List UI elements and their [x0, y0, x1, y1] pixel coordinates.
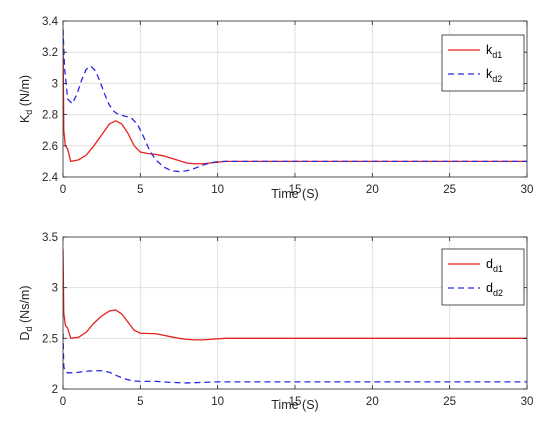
x-tick-label: 5 — [137, 396, 143, 408]
y-tick-label: 3.5 — [42, 232, 58, 244]
series-line-kd2 — [63, 28, 527, 173]
x-tick-label: 10 — [211, 184, 224, 196]
subplot-1: 0 5 10 15 20 25 30 2.4 2.6 2.8 3 3.2 3.4 Time (S) Kd (… — [18, 16, 533, 201]
legend-label-kd1: kd1 — [486, 43, 502, 60]
x-tick-label: 0 — [60, 396, 66, 408]
y-tick-label: 3 — [52, 283, 58, 295]
y-tick-label: 2 — [52, 384, 58, 396]
y-tick-label: 3 — [52, 78, 58, 90]
x-tick-label: 5 — [137, 184, 143, 196]
y-tick-label: 2.4 — [42, 172, 59, 184]
y-tick-label: 3.4 — [42, 16, 59, 28]
x-tick-label: 20 — [366, 396, 379, 408]
y-tick-label: 3.2 — [42, 47, 58, 59]
y-axis-label: Dd (Ns/m) — [18, 285, 34, 340]
legend-box — [441, 248, 525, 306]
y-tick-label: 2.6 — [42, 141, 58, 153]
x-tick-label: 10 — [211, 396, 224, 408]
legend-box — [441, 34, 525, 92]
legend-label-dd1: dd1 — [486, 257, 503, 274]
series-line-kd1 — [63, 33, 527, 165]
x-tick-label: 25 — [443, 396, 456, 408]
x-tick-label: 25 — [443, 184, 456, 196]
y-axis-label: Kd (N/m) — [18, 75, 34, 123]
x-tick-label: 30 — [521, 184, 534, 196]
x-tick-label: 15 — [289, 396, 302, 408]
series-line-dd1 — [63, 249, 527, 341]
x-tick-label: 15 — [289, 184, 302, 196]
x-tick-label: 20 — [366, 184, 379, 196]
series-line-dd2 — [63, 333, 527, 384]
x-tick-label: 0 — [60, 184, 66, 196]
y-tick-label: 2.5 — [42, 333, 58, 345]
legend-label-kd2: kd2 — [486, 67, 502, 84]
legend-label-dd2: dd2 — [486, 281, 503, 298]
x-axis-label: Time (S) — [271, 398, 318, 412]
subplot-2: 0 5 10 15 20 25 30 2 2.5 3 3.5 Time (S) Dd (Ns/m) dd1… — [18, 232, 533, 412]
x-tick-label: 30 — [521, 396, 534, 408]
x-axis-label: Time (S) — [271, 187, 318, 201]
y-tick-label: 2.8 — [42, 110, 58, 122]
